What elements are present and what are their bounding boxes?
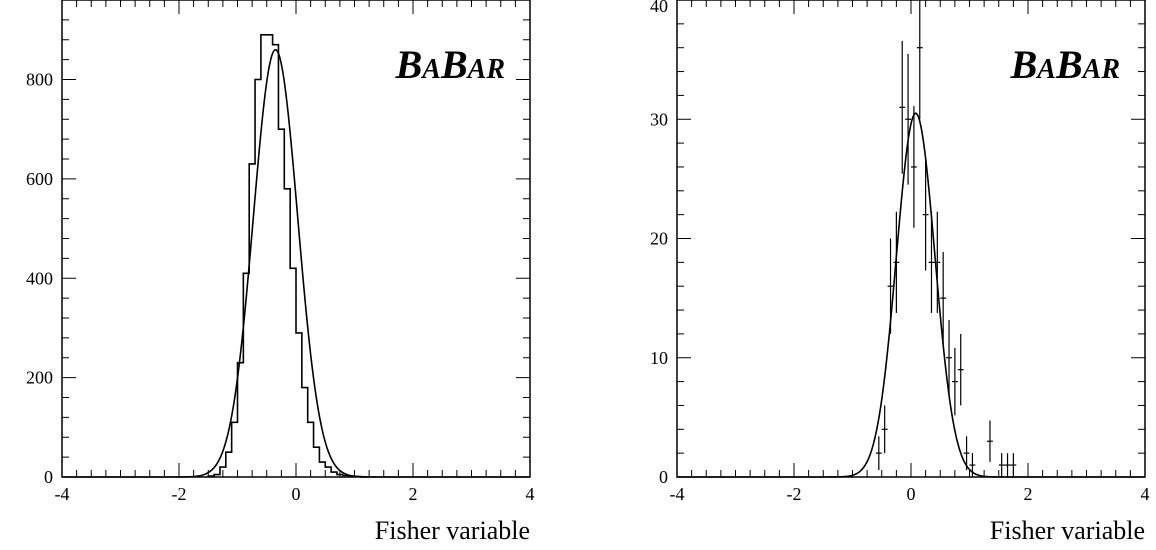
- babar-logo: BABAR: [395, 42, 505, 87]
- y-tick-label: 30: [650, 109, 668, 129]
- histogram-bin: [325, 467, 331, 477]
- x-tick-label: 2: [409, 484, 418, 504]
- histogram-outline: [207, 33, 367, 478]
- y-tick-label: 40: [650, 0, 668, 16]
- x-tick-label: 0: [292, 484, 301, 504]
- x-tick-label: -2: [172, 484, 187, 504]
- x-tick-label: 4: [1141, 484, 1150, 504]
- x-tick-label: 4: [526, 484, 535, 504]
- y-tick-label: 0: [659, 467, 668, 487]
- y-tick-label: 400: [26, 268, 53, 288]
- histogram-bin: [290, 268, 296, 477]
- histogram-bin: [232, 422, 238, 477]
- histogram-bin: [273, 45, 279, 477]
- x-tick-label: -2: [787, 484, 802, 504]
- histogram-bin: [284, 189, 290, 477]
- left-panel: -4 -2 0 2 4 0 200 400 600 800 Fisher variable BABAR: [26, 0, 535, 545]
- histogram-bin: [314, 447, 320, 477]
- x-tick-label: 2: [1024, 484, 1033, 504]
- histogram-bin: [226, 452, 232, 477]
- y-tick-label: 20: [650, 229, 668, 249]
- y-tick-label: 600: [26, 169, 53, 189]
- x-axis-title: Fisher variable: [375, 516, 530, 545]
- histogram-bin: [267, 35, 273, 477]
- histogram-bin: [319, 462, 325, 477]
- y-tick-label: 0: [44, 467, 53, 487]
- fit-curve: [62, 48, 530, 478]
- histogram-bin: [296, 333, 302, 477]
- histogram-bin: [302, 388, 308, 477]
- y-tick-label: 800: [26, 70, 53, 90]
- histogram-bin: [308, 422, 314, 477]
- x-tick-label: 0: [907, 484, 916, 504]
- x-tick-label: -4: [55, 484, 70, 504]
- y-tick-label: 200: [26, 368, 53, 388]
- histogram-bin: [278, 129, 284, 477]
- fit-curve: [677, 112, 1145, 478]
- x-tick-label: -4: [670, 484, 685, 504]
- x-axis-title: Fisher variable: [990, 516, 1145, 545]
- histogram-bin: [238, 363, 244, 477]
- babar-logo: BABAR: [1010, 42, 1120, 87]
- y-tick-label: 10: [650, 348, 668, 368]
